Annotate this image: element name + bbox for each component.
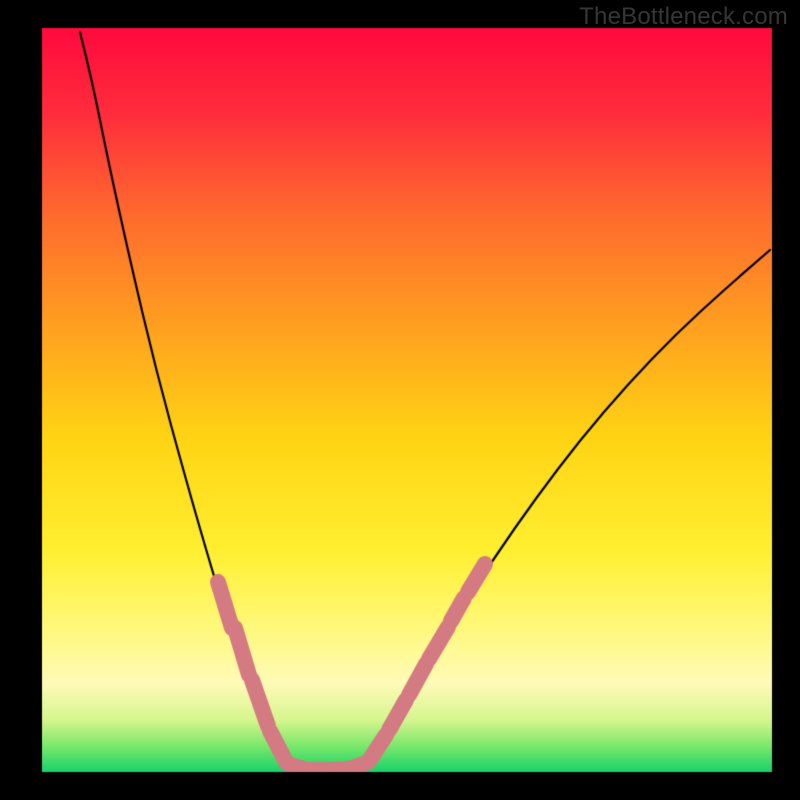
watermark-text: TheBottleneck.com xyxy=(579,3,788,31)
bottleneck-chart xyxy=(0,0,800,800)
